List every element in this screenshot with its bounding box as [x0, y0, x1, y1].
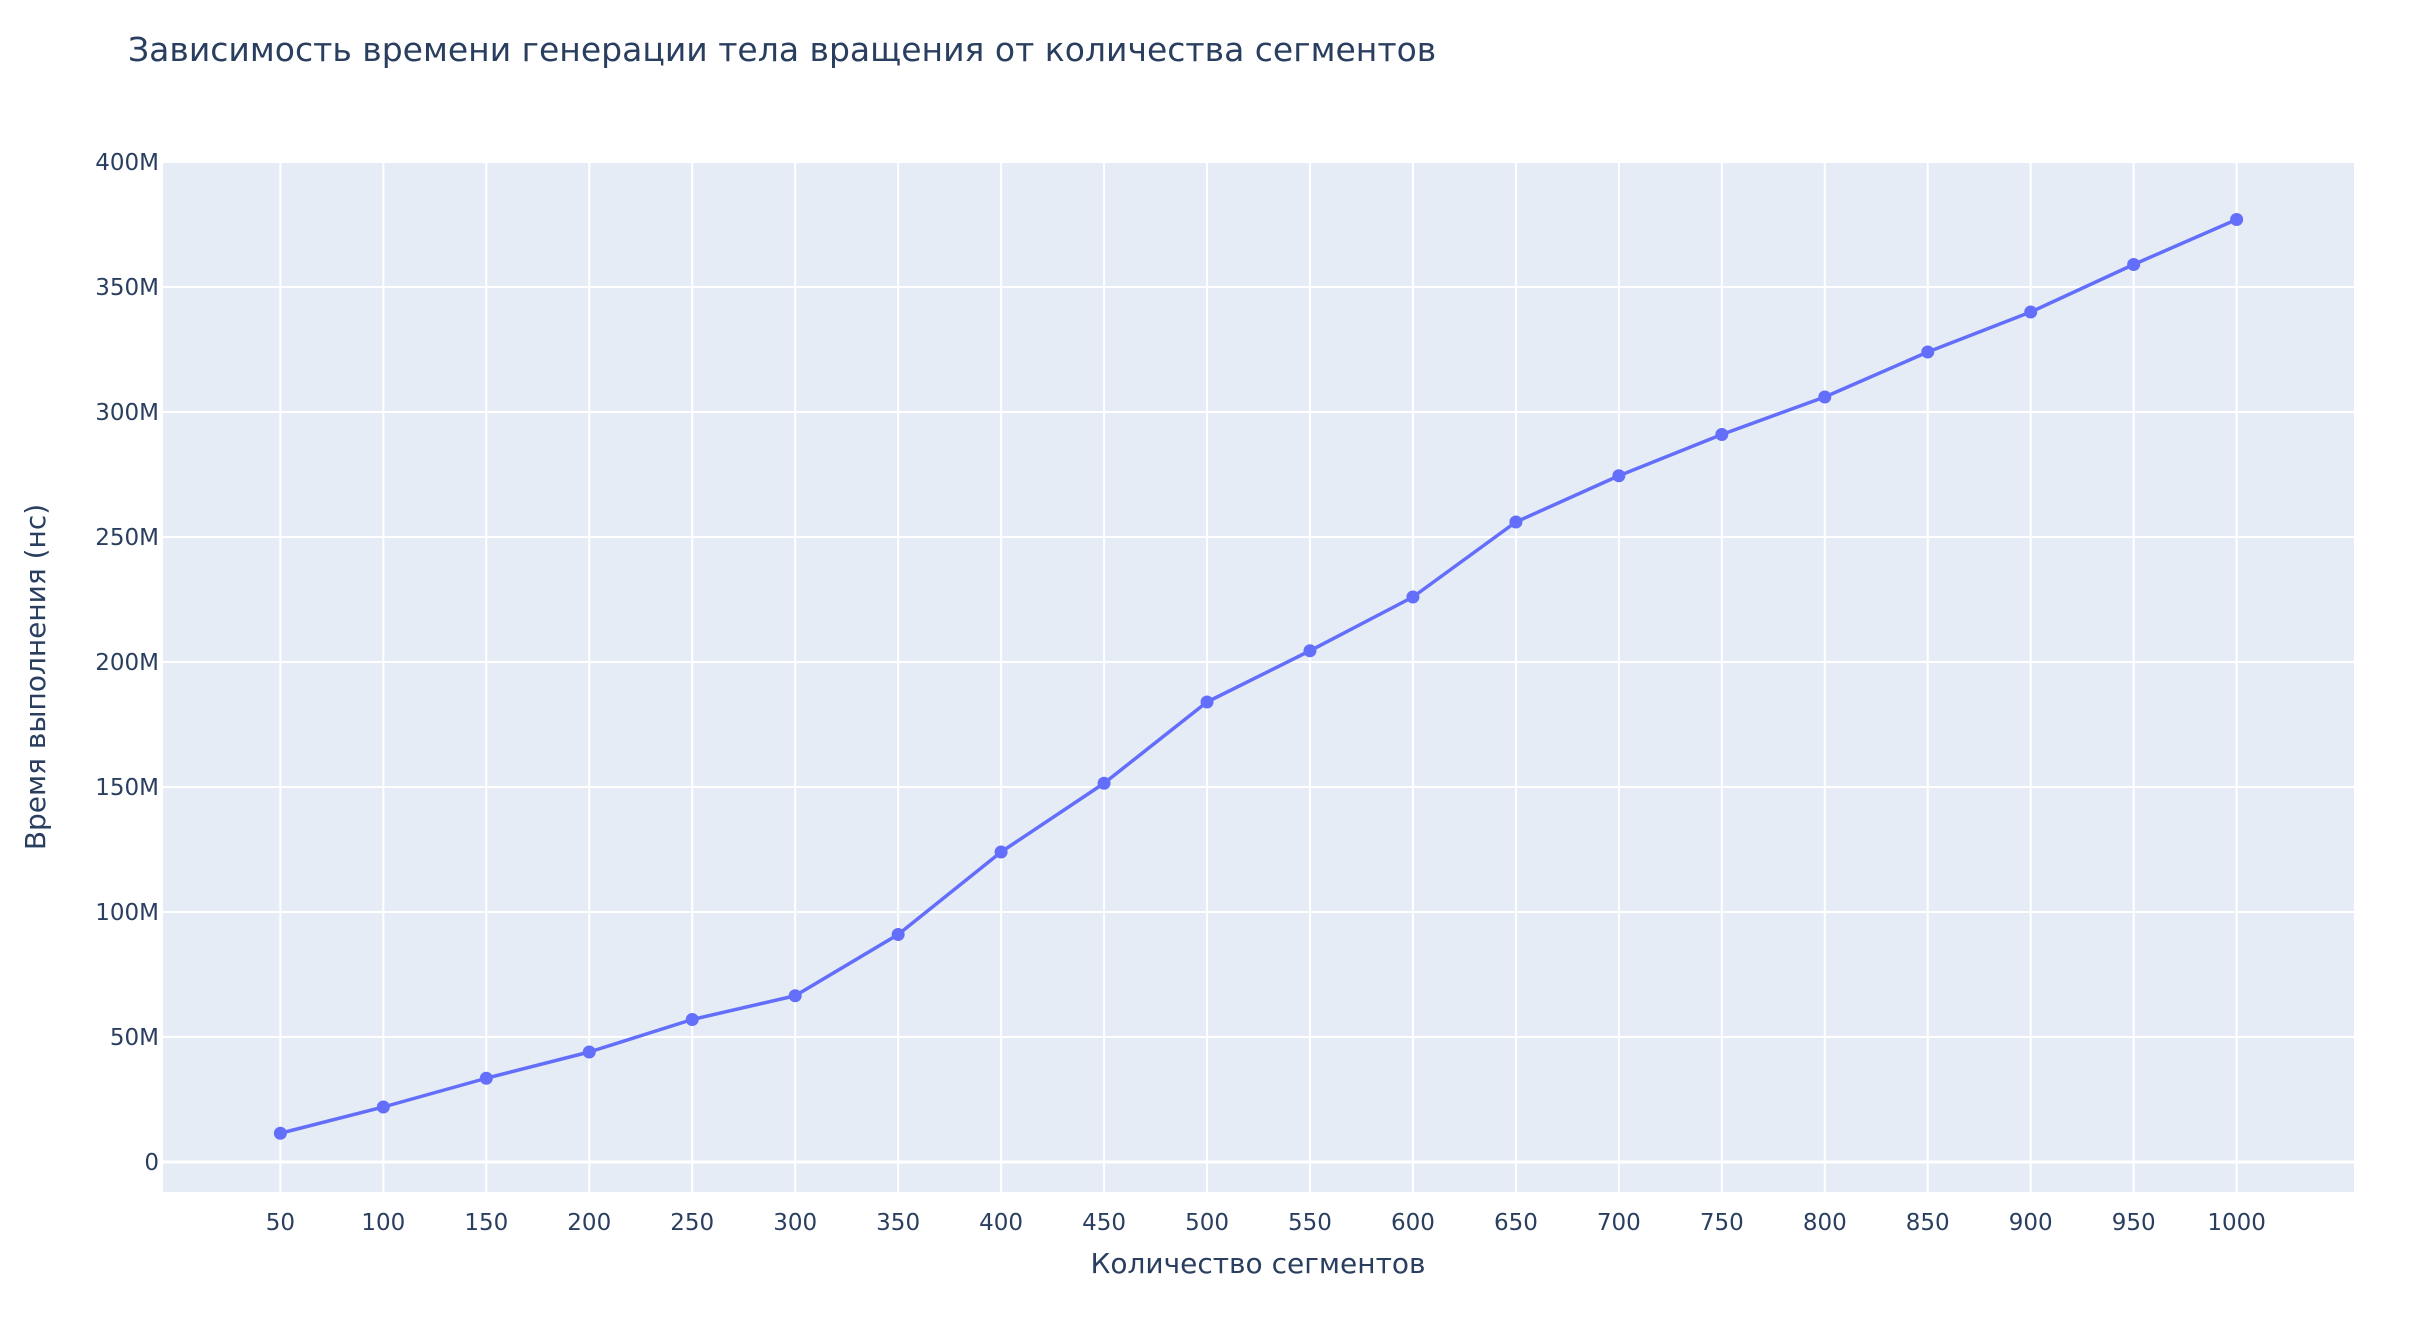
grid-lines: [163, 161, 2354, 1192]
data-point[interactable]: [582, 1045, 596, 1059]
data-point[interactable]: [1921, 345, 1935, 359]
y-axis-ticks: 0 50M 100M 150M 200M 250M 300M 350M 400M: [95, 150, 159, 1176]
data-point[interactable]: [891, 928, 905, 941]
data-point[interactable]: [376, 1100, 390, 1114]
y-tick-label: 250M: [95, 525, 159, 551]
y-tick-label: 400M: [95, 150, 159, 176]
x-tick-label: 300: [773, 1210, 817, 1236]
series-line: [278, 217, 2239, 1135]
data-point[interactable]: [994, 845, 1008, 859]
x-tick-label: 1000: [2207, 1210, 2266, 1236]
data-point[interactable]: [1509, 515, 1523, 529]
x-tick-label: 350: [876, 1210, 920, 1236]
x-tick-label: 950: [2112, 1210, 2156, 1236]
x-tick-label: 800: [1803, 1210, 1847, 1236]
data-point[interactable]: [273, 1126, 287, 1140]
data-point[interactable]: [2230, 213, 2244, 226]
x-tick-label: 200: [567, 1210, 611, 1236]
y-tick-label: 100M: [95, 900, 159, 926]
y-tick-label: 300M: [95, 400, 159, 426]
y-tick-label: 50M: [110, 1025, 159, 1051]
x-tick-label: 450: [1082, 1210, 1126, 1236]
data-point[interactable]: [2024, 305, 2038, 319]
chart-title: Зависимость времени генерации тела враще…: [128, 30, 1436, 69]
y-tick-label: 200M: [95, 650, 159, 676]
y-tick-label: 350M: [95, 275, 159, 301]
data-point[interactable]: [1303, 644, 1317, 658]
x-tick-label: 550: [1288, 1210, 1332, 1236]
x-tick-label: 900: [2009, 1210, 2053, 1236]
x-axis-title: Количество сегментов: [1090, 1247, 1425, 1280]
data-point[interactable]: [1818, 390, 1832, 404]
data-point[interactable]: [1200, 695, 1214, 709]
data-point[interactable]: [685, 1013, 699, 1026]
x-tick-label: 400: [979, 1210, 1023, 1236]
series-layer: [273, 213, 2244, 1140]
x-tick-label: 100: [361, 1210, 405, 1236]
x-tick-label: 150: [464, 1210, 508, 1236]
data-point[interactable]: [479, 1071, 493, 1085]
x-tick-label: 500: [1185, 1210, 1229, 1236]
data-point[interactable]: [2127, 258, 2141, 271]
x-axis-ticks: 50 100 150 200 250 300 350 400 450 500 550 600 650 70…: [266, 1210, 2266, 1236]
y-axis-title: Время выполнения (нс): [19, 504, 52, 850]
x-tick-label: 250: [670, 1210, 714, 1236]
y-tick-label: 0: [144, 1150, 159, 1176]
data-point[interactable]: [788, 989, 802, 1003]
x-tick-label: 750: [1700, 1210, 1744, 1236]
data-point[interactable]: [1715, 428, 1729, 441]
x-tick-label: 600: [1391, 1210, 1435, 1236]
x-tick-label: 700: [1597, 1210, 1641, 1236]
data-point[interactable]: [1406, 590, 1420, 604]
data-point[interactable]: [1612, 469, 1626, 483]
x-tick-label: 50: [266, 1210, 295, 1236]
x-tick-label: 650: [1494, 1210, 1538, 1236]
x-tick-label: 850: [1906, 1210, 1950, 1236]
y-tick-label: 150M: [95, 775, 159, 801]
data-point[interactable]: [1097, 776, 1111, 790]
